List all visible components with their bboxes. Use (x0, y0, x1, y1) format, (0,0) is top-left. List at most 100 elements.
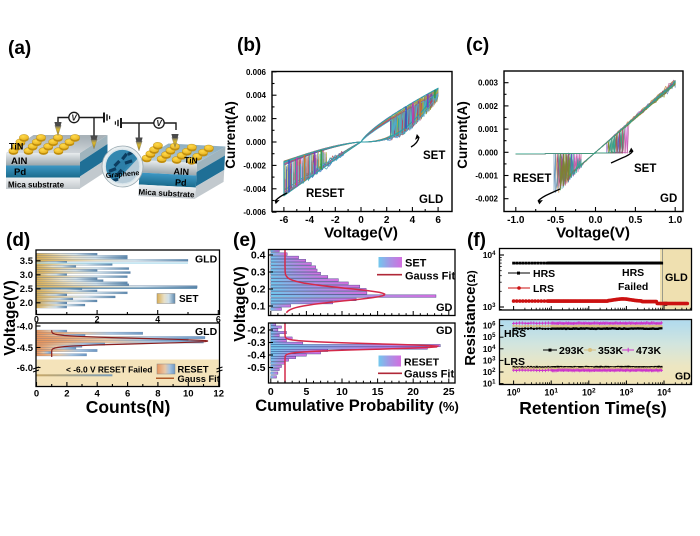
svg-text:4: 4 (410, 215, 416, 226)
svg-text:2: 2 (95, 314, 100, 324)
svg-text:20: 20 (407, 386, 419, 398)
svg-text:Graphene: Graphene (105, 168, 139, 180)
svg-text:GLD: GLD (195, 254, 218, 266)
svg-text:104: 104 (483, 250, 496, 260)
svg-text:2: 2 (384, 215, 390, 226)
svg-text:10: 10 (183, 389, 194, 400)
svg-text:-0.002: -0.002 (243, 161, 266, 170)
svg-text:0: 0 (34, 389, 39, 400)
svg-text:HRS: HRS (533, 268, 555, 280)
svg-text:5: 5 (303, 386, 309, 398)
svg-text:TiN: TiN (184, 155, 198, 166)
svg-text:RESET: RESET (178, 365, 209, 375)
svg-text:-0.4: -0.4 (247, 350, 265, 362)
svg-text:GLD: GLD (419, 194, 443, 206)
svg-text:0.000: 0.000 (246, 138, 267, 147)
svg-text:Voltage(V): Voltage(V) (2, 280, 19, 356)
svg-text:Pd: Pd (175, 177, 187, 188)
svg-text:-6: -6 (279, 215, 288, 226)
svg-text:Failed: Failed (618, 281, 648, 293)
svg-text:-0.2: -0.2 (247, 325, 265, 337)
svg-text:-2: -2 (331, 215, 340, 226)
svg-text:-0.3: -0.3 (247, 337, 265, 349)
svg-text:0.3: 0.3 (251, 267, 266, 279)
svg-text:100: 100 (507, 387, 521, 398)
svg-text:Voltage(V): Voltage(V) (556, 225, 630, 242)
svg-text:Cumulative Probability (%): Cumulative Probability (%) (255, 397, 459, 415)
svg-text:SET: SET (405, 258, 427, 270)
svg-text:25: 25 (443, 386, 455, 398)
svg-text:SET: SET (179, 294, 198, 305)
svg-text:0.006: 0.006 (246, 68, 267, 77)
svg-text:3.0: 3.0 (20, 270, 33, 281)
svg-text:SET: SET (634, 163, 656, 175)
svg-text:102: 102 (483, 367, 496, 377)
svg-text:15: 15 (372, 386, 384, 398)
svg-text:(e): (e) (233, 230, 256, 251)
svg-text:6: 6 (435, 215, 441, 226)
svg-text:101: 101 (544, 387, 558, 398)
svg-text:0.2: 0.2 (251, 284, 266, 296)
svg-text:-0.006: -0.006 (243, 208, 266, 217)
svg-text:Counts(N): Counts(N) (86, 397, 171, 417)
svg-text:Retention Time(s): Retention Time(s) (519, 398, 666, 418)
svg-text:RESET: RESET (404, 357, 440, 369)
svg-text:1.0: 1.0 (668, 215, 682, 226)
svg-text:Current(A): Current(A) (223, 101, 238, 169)
svg-text:Voltage(V): Voltage(V) (232, 266, 249, 342)
svg-text:103: 103 (620, 387, 634, 398)
svg-text:0: 0 (358, 215, 364, 226)
svg-text:6: 6 (125, 389, 130, 400)
svg-text:4: 4 (95, 389, 101, 400)
svg-text:TiN: TiN (9, 142, 23, 152)
svg-text:SET: SET (423, 150, 445, 162)
svg-text:(c): (c) (466, 35, 489, 56)
svg-text:2.0: 2.0 (20, 298, 33, 309)
svg-text:0.1: 0.1 (251, 301, 266, 313)
svg-text:Gauss Fit: Gauss Fit (178, 374, 220, 384)
svg-text:353K: 353K (598, 345, 624, 357)
svg-text:Mica substrate: Mica substrate (138, 187, 195, 199)
svg-text:101: 101 (483, 379, 496, 389)
svg-text:HRS: HRS (504, 328, 526, 340)
svg-text:103: 103 (483, 355, 496, 365)
svg-text:-6.0: -6.0 (17, 363, 33, 374)
svg-text:0.5: 0.5 (628, 215, 642, 226)
svg-text:0.002: 0.002 (246, 115, 267, 124)
svg-text:2.5: 2.5 (20, 284, 34, 295)
svg-text:8: 8 (155, 389, 160, 400)
svg-text:V: V (156, 119, 162, 128)
svg-text:Resistance(Ω): Resistance(Ω) (462, 270, 479, 366)
svg-text:104: 104 (483, 344, 496, 354)
svg-text:HRS: HRS (622, 267, 644, 279)
svg-text:-0.5: -0.5 (547, 215, 565, 226)
svg-text:473K: 473K (636, 345, 662, 357)
svg-text:< -6.0 V RESET Failed: < -6.0 V RESET Failed (66, 365, 152, 375)
svg-text:0.002: 0.002 (478, 102, 499, 111)
svg-text:0.001: 0.001 (478, 125, 499, 134)
svg-text:GD: GD (660, 193, 677, 205)
svg-text:GLD: GLD (665, 272, 688, 284)
svg-text:-0.002: -0.002 (475, 195, 498, 204)
svg-text:-4.0: -4.0 (17, 321, 33, 332)
svg-text:12: 12 (213, 389, 224, 400)
svg-text:4: 4 (155, 314, 160, 324)
svg-text:-4.5: -4.5 (17, 343, 34, 354)
svg-text:Mica substrate: Mica substrate (8, 181, 65, 190)
svg-text:V: V (71, 114, 77, 123)
svg-text:Voltage(V): Voltage(V) (324, 225, 398, 242)
svg-text:LRS: LRS (504, 356, 525, 368)
svg-text:Current(A): Current(A) (455, 101, 470, 169)
svg-text:6: 6 (216, 314, 221, 324)
svg-text:(b): (b) (237, 35, 261, 56)
svg-text:LRS: LRS (533, 283, 554, 295)
svg-text:GLD: GLD (195, 326, 218, 338)
svg-text:AlN: AlN (173, 166, 189, 177)
svg-text:RESET: RESET (306, 188, 344, 200)
svg-text:(a): (a) (8, 38, 31, 59)
svg-text:Pd: Pd (14, 167, 26, 178)
svg-text:103: 103 (483, 302, 496, 312)
svg-text:-0.004: -0.004 (243, 185, 266, 194)
svg-text:0.0: 0.0 (589, 215, 603, 226)
svg-text:0.003: 0.003 (478, 79, 499, 88)
